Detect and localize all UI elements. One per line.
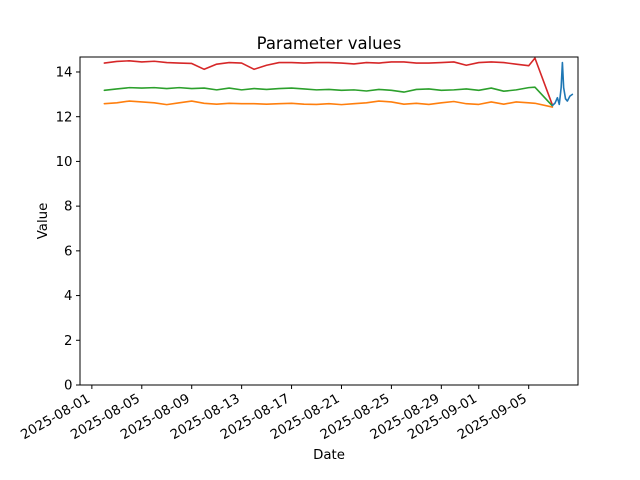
green-series bbox=[103, 86, 554, 107]
y-tick-label: 6 bbox=[64, 244, 72, 259]
orange-series bbox=[103, 100, 554, 108]
blue-series bbox=[551, 61, 574, 107]
y-tick-label: 8 bbox=[64, 200, 72, 215]
y-tick-label: 4 bbox=[64, 289, 72, 304]
x-axis-label: Date bbox=[313, 448, 345, 463]
series-layer bbox=[103, 57, 574, 108]
red-series bbox=[103, 57, 554, 106]
y-tick-label: 2 bbox=[64, 334, 72, 349]
y-tick-label: 14 bbox=[56, 66, 73, 81]
y-tick-label: 10 bbox=[56, 155, 73, 170]
plot-spines bbox=[79, 56, 579, 386]
y-tick-label: 12 bbox=[56, 110, 73, 125]
y-axis-label: Value bbox=[36, 203, 51, 240]
chart-title: Parameter values bbox=[257, 34, 402, 53]
y-tick-label: 0 bbox=[64, 379, 72, 394]
axes-layer: 024681012142025-08-012025-08-052025-08-0… bbox=[18, 56, 579, 443]
